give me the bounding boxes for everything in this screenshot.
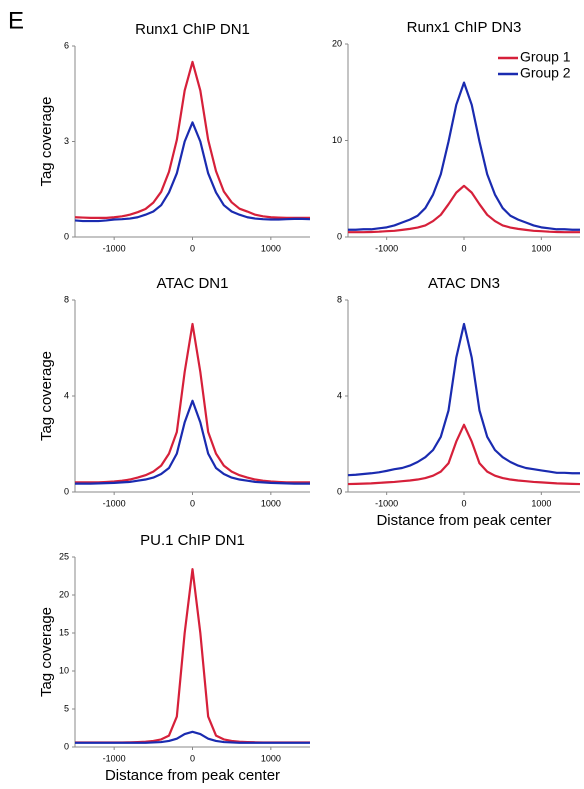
data-line: [348, 184, 580, 234]
x-tick-label: -1000: [375, 498, 398, 508]
x-tick-label: 1000: [531, 243, 551, 253]
y-tick-label: 4: [337, 390, 342, 400]
y-tick-label: 3: [64, 136, 69, 146]
y-tick-label: 8: [64, 294, 69, 304]
y-tick-label: 4: [64, 390, 69, 400]
x-tick-label: 0: [190, 498, 195, 508]
panel-label: E: [8, 7, 24, 34]
y-tick-label: 25: [59, 551, 69, 561]
x-tick-label: -1000: [103, 498, 126, 508]
x-tick-label: 0: [190, 753, 195, 763]
x-tick-label: 1000: [261, 243, 281, 253]
chart-title: Runx1 ChIP DN3: [407, 19, 522, 36]
y-tick-label: 20: [332, 38, 342, 48]
legend-label: Group 1: [520, 49, 571, 65]
x-tick-label: 1000: [531, 498, 551, 508]
x-tick-label: -1000: [103, 753, 126, 763]
x-tick-label: 1000: [261, 498, 281, 508]
y-tick-label: 10: [59, 665, 69, 675]
legend-label: Group 2: [520, 65, 571, 81]
y-tick-label: 15: [59, 627, 69, 637]
chart-title: Runx1 ChIP DN1: [135, 21, 250, 38]
y-axis-label: Tag coverage: [38, 607, 55, 697]
data-line: [75, 568, 310, 744]
y-tick-label: 8: [337, 294, 342, 304]
data-line: [75, 399, 310, 485]
data-line: [75, 730, 310, 744]
y-tick-label: 6: [64, 40, 69, 50]
chart-title: PU.1 ChIP DN1: [140, 532, 245, 549]
y-tick-label: 5: [64, 703, 69, 713]
y-tick-label: 10: [332, 135, 342, 145]
data-line: [347, 423, 581, 486]
data-line: [75, 322, 310, 484]
data-line: [347, 322, 580, 477]
y-tick-label: 0: [64, 231, 69, 241]
x-tick-label: -1000: [375, 243, 398, 253]
x-tick-label: 0: [190, 243, 195, 253]
y-axis-label: Tag coverage: [38, 96, 55, 186]
x-axis-label: Distance from peak center: [376, 512, 551, 529]
data-line: [348, 81, 580, 231]
chart-title: ATAC DN3: [428, 275, 500, 292]
y-tick-label: 0: [337, 231, 342, 241]
chart-title: ATAC DN1: [157, 275, 229, 292]
x-tick-label: 1000: [261, 753, 281, 763]
y-axis-label: Tag coverage: [38, 351, 55, 441]
y-tick-label: 0: [64, 741, 69, 751]
x-tick-label: 0: [461, 243, 466, 253]
data-line: [74, 60, 310, 219]
x-tick-label: 0: [461, 498, 466, 508]
x-tick-label: -1000: [103, 243, 126, 253]
x-axis-label: Distance from peak center: [105, 767, 280, 784]
data-line: [74, 121, 311, 223]
y-tick-label: 0: [64, 486, 69, 496]
y-tick-label: 20: [59, 589, 69, 599]
y-tick-label: 0: [337, 486, 342, 496]
